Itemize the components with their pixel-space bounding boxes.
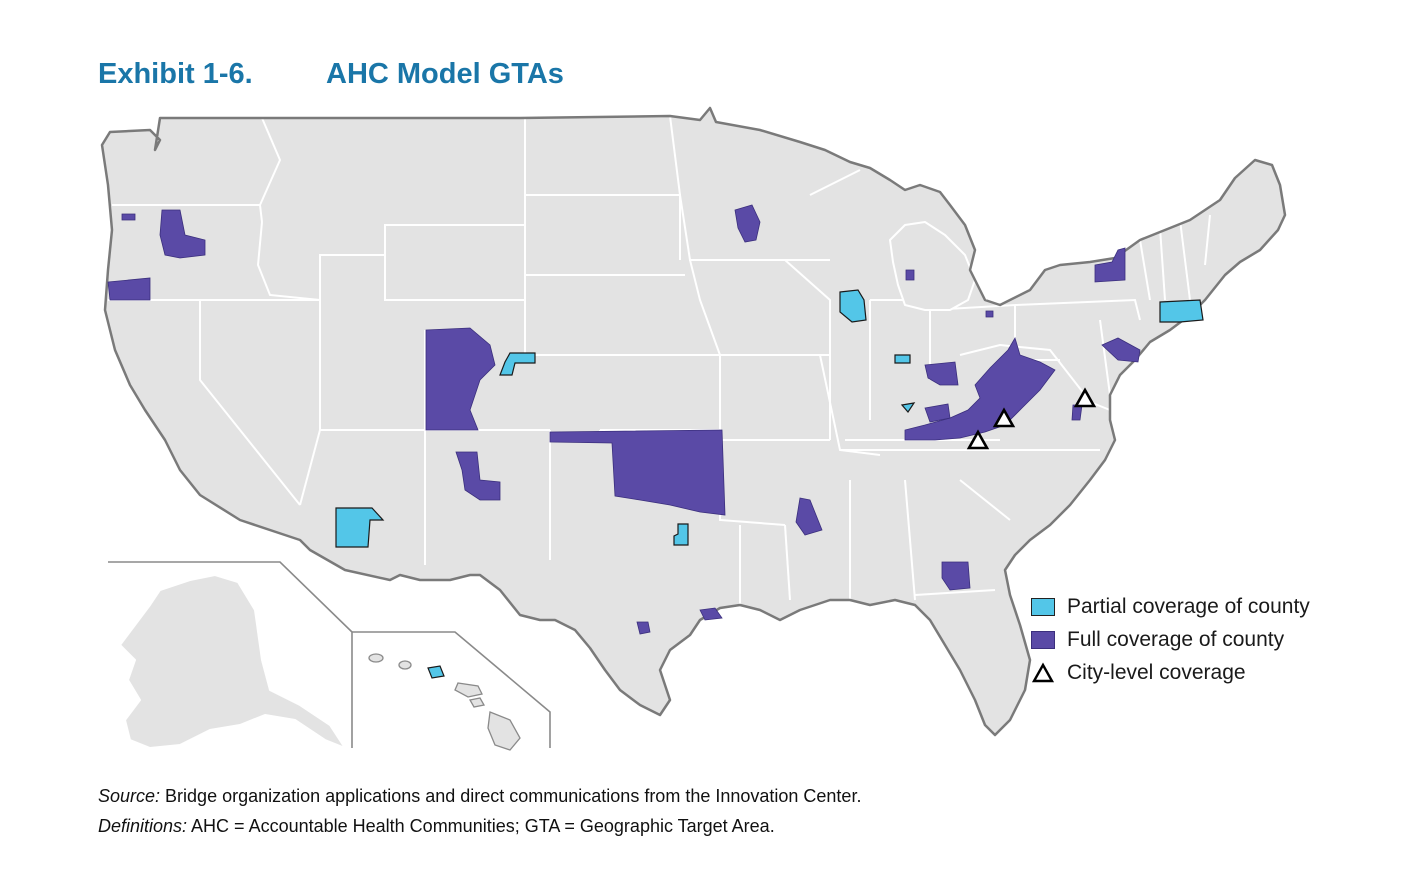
- legend-row-full: Full coverage of county: [1031, 623, 1310, 656]
- hawaii-islands: [368, 653, 521, 751]
- us-map: [98, 105, 1348, 765]
- region-minnesota: [734, 204, 761, 243]
- region-oklahoma-south: [673, 523, 689, 546]
- definitions-label: Definitions:: [98, 816, 188, 836]
- region-oregon-south: [107, 277, 151, 301]
- region-georgia: [941, 561, 971, 591]
- triangle-icon: [1031, 662, 1055, 682]
- region-colorado-springs: [499, 352, 536, 376]
- region-new-mexico: [455, 451, 501, 501]
- city-level-markers: [966, 387, 1097, 450]
- partial-coverage-regions: [335, 289, 1204, 679]
- triangle-icon: [966, 429, 990, 450]
- region-colorado: [425, 327, 496, 431]
- legend-row-city: City-level coverage: [1031, 656, 1310, 689]
- source-text: Bridge organization applications and dir…: [160, 786, 862, 806]
- region-oregon-north: [159, 209, 206, 259]
- region-texas-houston: [699, 607, 723, 621]
- region-oregon-coast: [121, 213, 136, 221]
- full-coverage-regions: [107, 204, 1141, 635]
- legend-label-full: Full coverage of county: [1067, 627, 1285, 651]
- region-oklahoma: [549, 429, 726, 516]
- nation-outline: [100, 106, 1287, 737]
- region-pennsylvania-east: [1101, 337, 1141, 363]
- region-kentucky: [924, 403, 951, 423]
- inset-divider-alaska: [108, 561, 353, 748]
- region-texas-west: [636, 621, 651, 635]
- triangle-icon: [1073, 387, 1097, 408]
- region-hawaii: [427, 665, 445, 679]
- region-indianapolis: [894, 354, 911, 364]
- region-connecticut: [1159, 299, 1204, 323]
- region-michigan: [905, 269, 915, 281]
- alaska-landmass: [119, 574, 346, 749]
- triangle-icon: [992, 407, 1016, 428]
- region-indiana-ohio: [924, 361, 959, 386]
- legend-row-partial: Partial coverage of county: [1031, 590, 1310, 623]
- region-new-york: [1094, 247, 1126, 283]
- legend-label-partial: Partial coverage of county: [1067, 594, 1310, 618]
- region-chicago: [839, 289, 867, 323]
- map-legend: Partial coverage of county Full coverage…: [1031, 590, 1310, 689]
- exhibit-title: Exhibit 1-6. AHC Model GTAs: [98, 58, 564, 91]
- legend-label-city: City-level coverage: [1067, 660, 1246, 684]
- region-louisville: [900, 402, 916, 413]
- region-ohio-dot: [985, 310, 994, 318]
- partial-swatch-icon: [1031, 597, 1055, 616]
- region-arizona: [335, 507, 385, 548]
- source-label: Source:: [98, 786, 161, 806]
- full-swatch-icon: [1031, 630, 1055, 649]
- definitions-text: AHC = Accountable Health Communities; GT…: [187, 816, 775, 836]
- exhibit-name: AHC Model GTAs: [326, 58, 564, 90]
- inset-divider-hawaii: [352, 631, 551, 748]
- source-note: Source: Bridge organization applications…: [98, 786, 861, 807]
- region-mississippi: [795, 497, 823, 536]
- exhibit-number: Exhibit 1-6.: [98, 58, 253, 90]
- michigan-peninsula: [889, 221, 976, 311]
- definitions-note: Definitions: AHC = Accountable Health Co…: [98, 816, 775, 837]
